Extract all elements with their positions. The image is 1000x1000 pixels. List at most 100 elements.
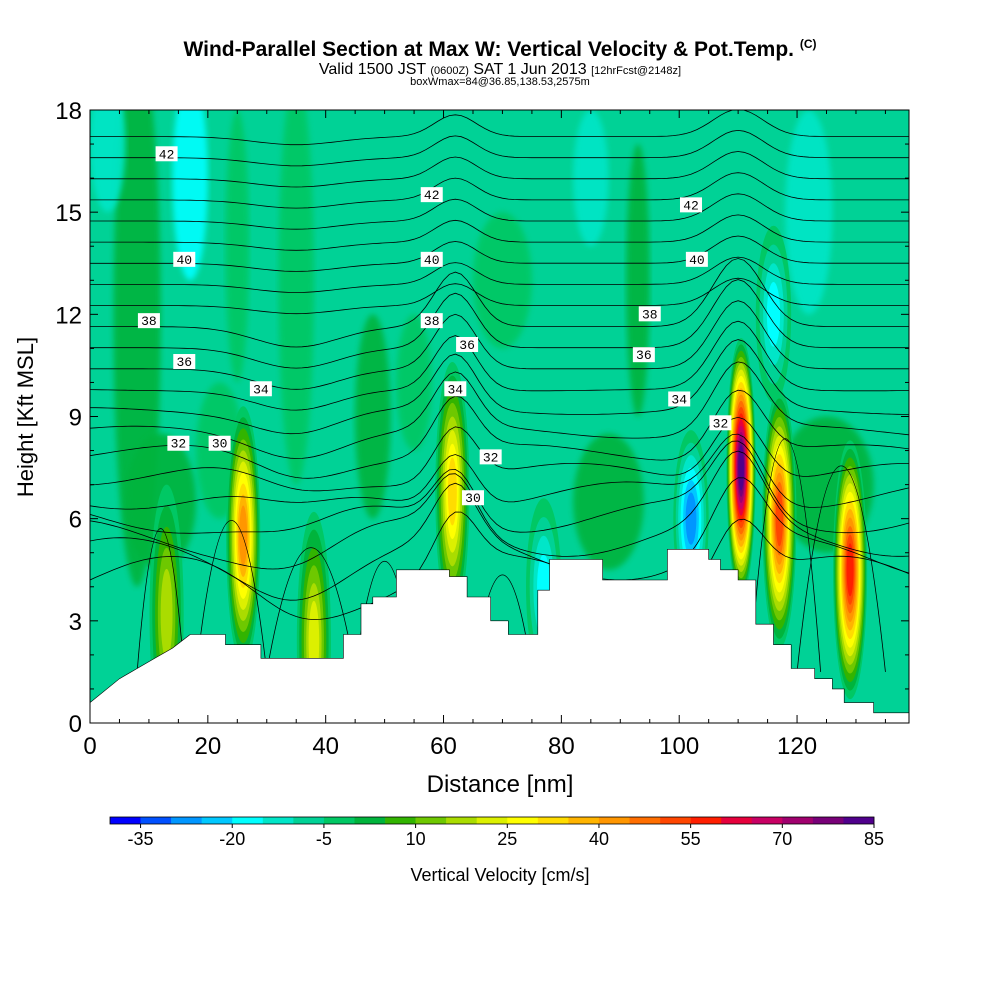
isentrope-label-text: 38	[141, 314, 157, 329]
colorbar-swatch	[690, 817, 722, 824]
isentrope-label: 32	[709, 415, 732, 431]
isentrope	[90, 110, 909, 146]
updraft-contour	[160, 568, 173, 660]
plot-area: 42 42 42 40 40 40 38 38 38 36 36 36 34 34 34 32 32 32 30 30	[90, 110, 909, 723]
terrain	[90, 549, 909, 723]
isentrope-label: 40	[173, 251, 196, 268]
isentrope	[90, 193, 909, 230]
isentrope	[90, 477, 909, 601]
isentrope-label-box	[456, 336, 479, 352]
x-tick-label: 100	[659, 733, 699, 760]
isentrope	[90, 258, 909, 348]
isentrope	[266, 547, 356, 672]
isentrope	[195, 520, 268, 672]
colorbar-tick-label: 25	[497, 829, 517, 849]
colorbar-tick-label: 85	[864, 829, 884, 849]
isentrope-label-box	[632, 347, 655, 363]
updraft-contour	[239, 505, 248, 566]
isentrope	[90, 279, 909, 369]
box-max-info: boxWmax=84@36.85,138.53,2575m	[410, 76, 590, 88]
isentrope	[136, 528, 185, 672]
downdraft-contour	[766, 281, 781, 347]
isentrope-label-box	[137, 313, 160, 329]
y-tick-label: 0	[69, 711, 82, 738]
valid-date: SAT 1 Jun 2013	[473, 61, 587, 78]
updraft-contour	[738, 444, 744, 491]
field-patch	[626, 144, 650, 417]
isentrope-label-box	[444, 381, 467, 397]
isentrope-label-box	[173, 251, 196, 267]
isentrope	[90, 277, 909, 315]
field-patch	[278, 110, 314, 485]
colorbar-swatch	[415, 817, 447, 824]
y-tick-label: 12	[55, 302, 82, 329]
isentrope-label-text: 40	[176, 253, 192, 268]
isentrope-label: 40	[685, 251, 708, 268]
isentrope-label: 42	[155, 146, 178, 162]
chart-subtitle: Valid 1500 JST (0600Z) SAT 1 Jun 2013 [1…	[0, 61, 1000, 79]
isentrope-label-text: 42	[159, 147, 175, 162]
colorbar-swatch	[598, 817, 630, 824]
colorbar-tick-label: 70	[772, 829, 792, 849]
colorbar-swatch	[293, 817, 325, 824]
colorbar-tick-label: 10	[406, 829, 426, 849]
colorbar-swatch	[385, 817, 416, 824]
isentrope	[90, 389, 909, 479]
colorbar-label: Vertical Velocity [cm/s]	[410, 865, 589, 885]
isentrope-label-text: 38	[424, 314, 440, 329]
isentrope-label-box	[709, 415, 732, 431]
isentrope-label-text: 34	[448, 382, 464, 397]
isentrope-label: 34	[668, 391, 691, 407]
isentrope-label: 42	[420, 187, 443, 203]
x-tick-label: 120	[777, 733, 817, 760]
isentrope	[90, 172, 909, 209]
downdraft-contour	[685, 492, 697, 545]
colorbar-swatch	[201, 817, 233, 824]
isentrope-label: 34	[444, 381, 467, 397]
isentrope	[90, 440, 909, 534]
field-patch	[172, 110, 208, 281]
isentrope	[90, 151, 909, 188]
isentrope-label-text: 30	[465, 491, 481, 506]
isentrope	[90, 416, 909, 492]
colorbar-swatch	[507, 817, 539, 824]
isentrope-label-text: 40	[424, 253, 440, 268]
isentrope-label: 34	[249, 381, 272, 397]
colorbar-swatch	[629, 817, 661, 824]
colorbar-swatch	[354, 817, 386, 824]
colorbar-swatch	[232, 817, 264, 824]
colorbar: -35 -20 -5 10 25 40 55 70 85	[109, 816, 884, 849]
colorbar-swatch	[171, 817, 202, 824]
field-patch	[573, 433, 644, 570]
chart-title: Wind-Parallel Section at Max W: Vertical…	[0, 37, 1000, 62]
isentrope	[749, 438, 822, 672]
isentrope-label: 30	[461, 490, 484, 506]
colorbar-tick-label: -20	[219, 829, 245, 849]
colorbar-tick-label: -35	[128, 829, 154, 849]
colorbar-swatch	[782, 817, 814, 824]
isentrope	[90, 450, 909, 570]
colorbar-swatch	[140, 817, 172, 824]
isentrope-label: 36	[632, 347, 655, 363]
title-copyright-mark: (C)	[799, 37, 817, 51]
field-patch	[472, 212, 532, 349]
isentrope-label-text: 32	[483, 450, 499, 465]
y-tick-label: 9	[69, 405, 82, 432]
isentrope-label-box	[249, 381, 272, 397]
isentrope-label-box	[679, 197, 702, 213]
isentrope-label-text: 40	[689, 253, 705, 268]
isentrope-label-text: 36	[459, 338, 475, 353]
isentrope	[90, 256, 909, 293]
colorbar-swatch	[537, 817, 569, 824]
isentrope-label: 42	[679, 197, 702, 213]
isentrope-label: 36	[456, 336, 479, 353]
isentrope-label-text: 42	[424, 188, 440, 203]
isentrope-label: 38	[137, 313, 160, 329]
colorbar-swatch	[812, 817, 844, 824]
colorbar-frame	[109, 816, 875, 825]
field-patch	[355, 314, 391, 519]
x-tick-label: 80	[548, 733, 575, 760]
colorbar-swatch	[110, 817, 141, 824]
